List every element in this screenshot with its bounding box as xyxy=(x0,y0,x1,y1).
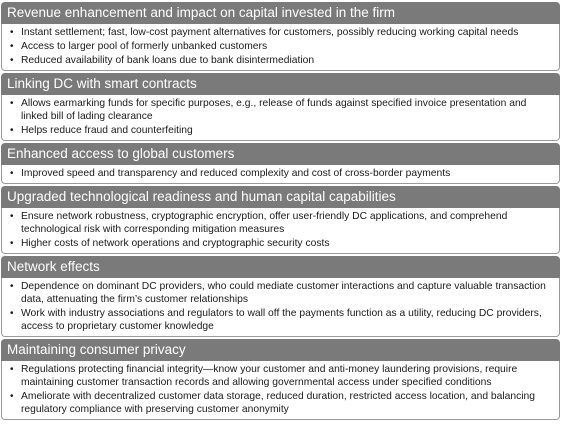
bullet-list: • Regulations protecting financial integ… xyxy=(8,363,553,416)
section-revenue-enhancement: Revenue enhancement and impact on capita… xyxy=(1,2,560,71)
list-item: • Ensure network robustness, cryptograph… xyxy=(8,210,553,236)
bullet-text: Ensure network robustness, cryptographic… xyxy=(21,211,508,235)
bullet-icon: • xyxy=(10,27,14,38)
section-smart-contracts: Linking DC with smart contracts • Allows… xyxy=(1,73,560,141)
section-technological-readiness: Upgraded technological readiness and hum… xyxy=(1,186,560,254)
bullet-icon: • xyxy=(10,125,14,136)
section-network-effects: Network effects • Dependence on dominant… xyxy=(1,256,560,337)
section-body: • Instant settlement; fast, low-cost pay… xyxy=(1,24,560,71)
bullet-text: Ameliorate with decentralized customer d… xyxy=(21,391,535,415)
list-item: • Regulations protecting financial integ… xyxy=(8,363,553,389)
bullet-list: • Improved speed and transparency and re… xyxy=(8,167,553,180)
list-item: • Reduced availability of bank loans due… xyxy=(8,54,553,67)
bullet-text: Helps reduce fraud and counterfeiting xyxy=(21,125,193,136)
section-header: Maintaining consumer privacy xyxy=(1,339,560,361)
bullet-icon: • xyxy=(10,308,14,319)
section-header: Revenue enhancement and impact on capita… xyxy=(1,2,560,24)
section-header: Enhanced access to global customers xyxy=(1,143,560,165)
list-item: • Instant settlement; fast, low-cost pay… xyxy=(8,26,553,39)
list-item: • Work with industry associations and re… xyxy=(8,307,553,333)
section-header: Upgraded technological readiness and hum… xyxy=(1,186,560,208)
bullet-icon: • xyxy=(10,98,14,109)
bullet-text: Reduced availability of bank loans due t… xyxy=(21,55,315,66)
section-body: • Improved speed and transparency and re… xyxy=(1,165,560,184)
bullet-text: Access to larger pool of formerly unbank… xyxy=(21,41,268,52)
section-body: • Regulations protecting financial integ… xyxy=(1,361,560,420)
bullet-icon: • xyxy=(10,211,14,222)
bullet-icon: • xyxy=(10,168,14,179)
bullet-text: Improved speed and transparency and redu… xyxy=(21,168,451,179)
bullet-icon: • xyxy=(10,238,14,249)
section-body: • Ensure network robustness, cryptograph… xyxy=(1,208,560,254)
bullet-icon: • xyxy=(10,55,14,66)
list-item: • Improved speed and transparency and re… xyxy=(8,167,553,180)
list-item: • Allows earmarking funds for specific p… xyxy=(8,97,553,123)
section-body: • Dependence on dominant DC providers, w… xyxy=(1,278,560,337)
bullet-icon: • xyxy=(10,391,14,402)
section-consumer-privacy: Maintaining consumer privacy • Regulatio… xyxy=(1,339,560,420)
section-global-customers: Enhanced access to global customers • Im… xyxy=(1,143,560,184)
bullet-text: Allows earmarking funds for specific pur… xyxy=(21,98,527,122)
list-item: • Access to larger pool of formerly unba… xyxy=(8,40,553,53)
bullet-list: • Instant settlement; fast, low-cost pay… xyxy=(8,26,553,67)
bullet-list: • Dependence on dominant DC providers, w… xyxy=(8,280,553,333)
section-header: Linking DC with smart contracts xyxy=(1,73,560,95)
list-item: • Helps reduce fraud and counterfeiting xyxy=(8,124,553,137)
section-body: • Allows earmarking funds for specific p… xyxy=(1,95,560,141)
bullet-icon: • xyxy=(10,281,14,292)
list-item: • Higher costs of network operations and… xyxy=(8,237,553,250)
bullet-text: Instant settlement; fast, low-cost payme… xyxy=(21,27,519,38)
bullet-icon: • xyxy=(10,364,14,375)
bullet-icon: • xyxy=(10,41,14,52)
list-item: • Dependence on dominant DC providers, w… xyxy=(8,280,553,306)
bullet-text: Regulations protecting financial integri… xyxy=(21,364,518,388)
section-header: Network effects xyxy=(1,256,560,278)
bullet-text: Work with industry associations and regu… xyxy=(21,308,542,332)
bullet-text: Higher costs of network operations and c… xyxy=(21,238,330,249)
bullet-text: Dependence on dominant DC providers, who… xyxy=(21,281,546,305)
bullet-list: • Ensure network robustness, cryptograph… xyxy=(8,210,553,250)
bullet-list: • Allows earmarking funds for specific p… xyxy=(8,97,553,137)
list-item: • Ameliorate with decentralized customer… xyxy=(8,390,553,416)
